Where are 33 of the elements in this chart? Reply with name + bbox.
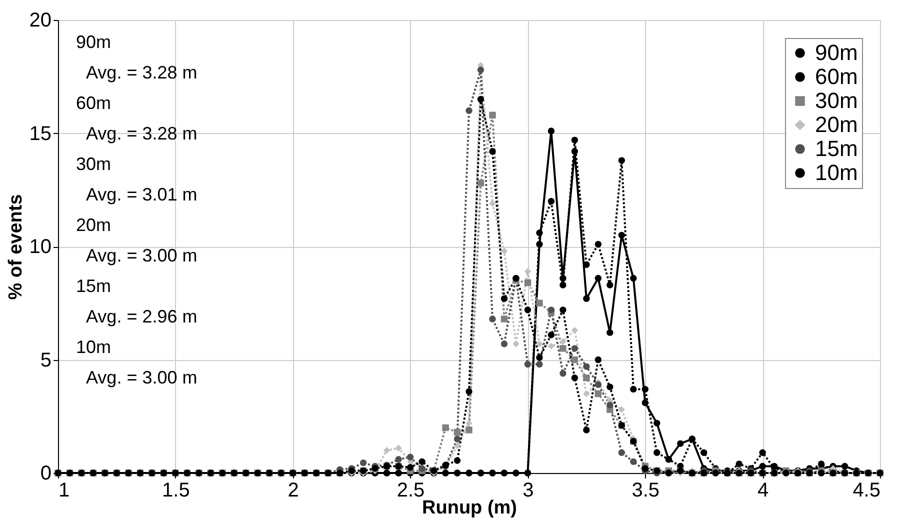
x-tick-label: 1 [58, 480, 70, 502]
legend-label: 60m [815, 64, 858, 89]
annotation: 60m [76, 93, 112, 113]
legend-label: 10m [815, 160, 858, 185]
x-tick-label: 2 [288, 480, 299, 502]
legend-label: 20m [815, 112, 858, 137]
legend-label: 15m [815, 136, 858, 161]
legend-label: 30m [815, 88, 858, 113]
y-tick-label: 20 [29, 10, 52, 32]
x-tick-label: 3.5 [632, 480, 660, 502]
annotation: Avg. = 3.00 m [86, 368, 198, 388]
annotation: Avg. = 2.96 m [86, 306, 198, 326]
x-tick-label: 2.5 [396, 480, 425, 502]
y-tick-label: 15 [29, 122, 52, 145]
x-axis-title: Runup (m) [422, 498, 517, 518]
x-tick-label: 3 [522, 480, 534, 502]
y-tick-label: 10 [29, 236, 52, 258]
annotation: 30m [76, 154, 112, 174]
annotation: Avg. = 3.28 m [86, 62, 198, 82]
annotation: 20m [76, 215, 112, 235]
annotation: Avg. = 3.01 m [86, 184, 198, 204]
legend-label: 90m [815, 40, 858, 65]
x-tick-label: 4 [758, 480, 769, 502]
y-tick-label: 5 [40, 349, 52, 372]
annotation: 10m [76, 337, 112, 357]
annotation: 15m [76, 276, 112, 296]
x-tick-label: 1.5 [162, 480, 190, 502]
y-tick-label: 0 [40, 462, 52, 484]
annotation: Avg. = 3.28 m [86, 124, 198, 144]
annotation: 90m [76, 32, 112, 52]
x-tick-label: 4.5 [852, 480, 880, 502]
annotation: Avg. = 3.00 m [86, 246, 198, 266]
y-axis-title: % of events [5, 194, 26, 300]
